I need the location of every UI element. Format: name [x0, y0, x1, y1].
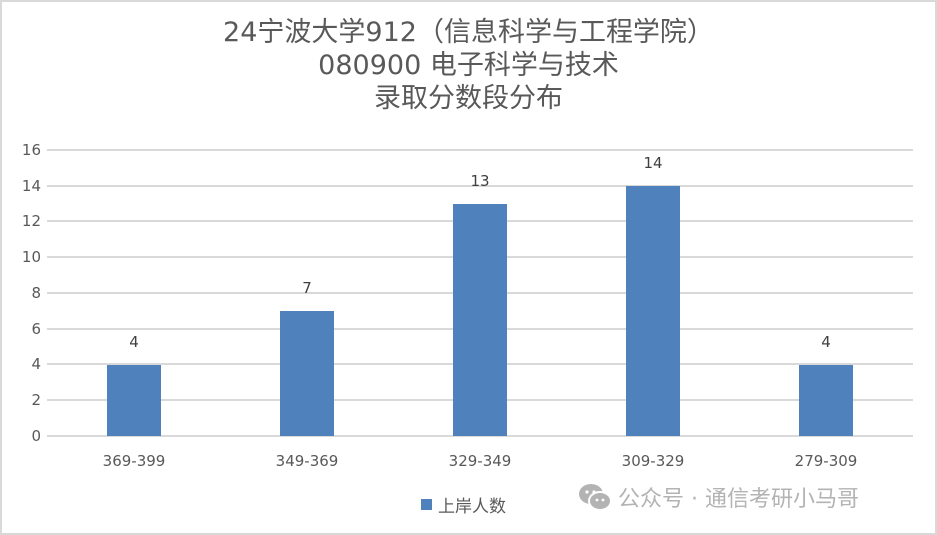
bar-309-329	[626, 186, 680, 436]
y-tick-label: 14	[21, 177, 41, 195]
plot-area: 16 14 12 10 8 6 4 2 0 4 7 13 14 4	[22, 141, 913, 445]
watermark-text: 公众号 · 通信考研小马哥	[618, 487, 859, 512]
y-tick-label: 6	[31, 320, 41, 338]
x-tick-label: 279-309	[794, 452, 858, 470]
x-tick-label: 329-349	[448, 452, 512, 470]
gridline-14	[47, 185, 913, 187]
y-tick-label: 16	[21, 141, 41, 159]
bar-329-349	[453, 204, 507, 436]
legend: 上岸人数	[421, 492, 506, 517]
x-tick-label: 349-369	[275, 452, 339, 470]
title-line-3: 录取分数段分布	[374, 83, 563, 114]
title-line-2: 080900 电子科学与技术	[318, 50, 619, 81]
y-tick-label: 0	[31, 427, 41, 445]
x-tick-label: 369-399	[102, 452, 166, 470]
gridline-0	[47, 435, 913, 437]
gridline-16	[47, 149, 913, 151]
data-label: 4	[821, 333, 831, 351]
bar-279-309	[799, 365, 853, 436]
y-tick-label: 4	[31, 355, 41, 373]
legend-swatch-icon	[421, 499, 432, 510]
watermark: 公众号 · 通信考研小马哥	[578, 481, 859, 513]
y-tick-label: 8	[31, 284, 41, 302]
x-tick-label: 309-329	[621, 452, 685, 470]
y-tick-label: 12	[21, 212, 41, 230]
data-label: 4	[129, 333, 139, 351]
data-label: 14	[643, 154, 663, 172]
wechat-icon	[579, 484, 612, 511]
data-label: 7	[302, 279, 312, 297]
chart-title: 24宁波大学912（信息科学与工程学院） 080900 电子科学与技术 录取分数…	[0, 16, 937, 115]
data-label: 13	[470, 172, 490, 190]
y-tick-label: 2	[31, 391, 41, 409]
title-line-1: 24宁波大学912（信息科学与工程学院）	[223, 17, 714, 48]
y-tick-label: 10	[21, 248, 41, 266]
bar-369-399	[107, 365, 161, 436]
bar-349-369	[280, 311, 334, 436]
legend-label: 上岸人数	[438, 497, 506, 517]
